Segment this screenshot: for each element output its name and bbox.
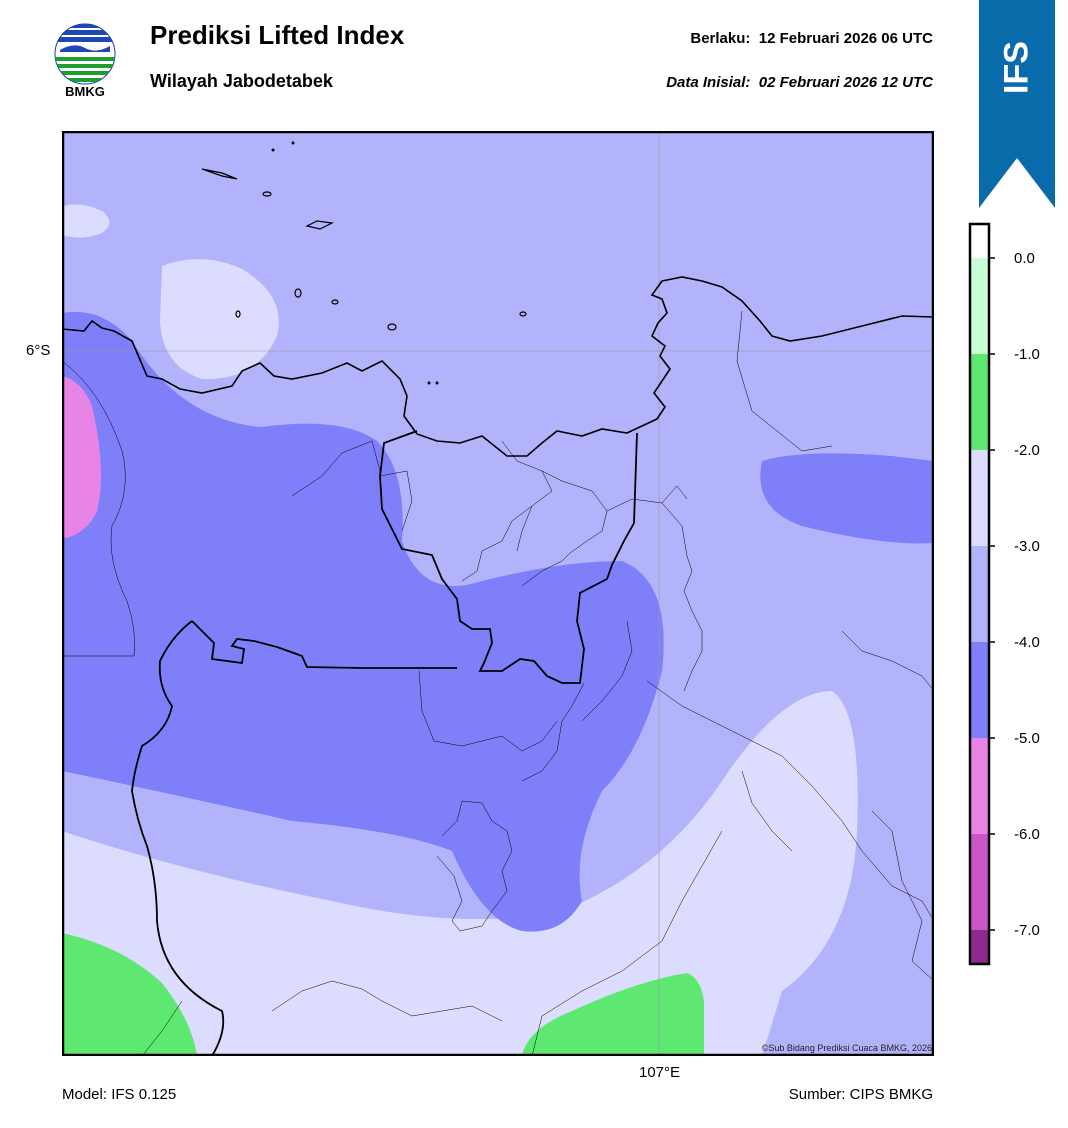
colorbar-tick-label: -5.0 (1014, 730, 1040, 747)
logo-text: BMKG (65, 84, 105, 99)
field-band-4-5 (62, 311, 664, 932)
coastline (62, 276, 934, 457)
province-boundary (379, 430, 638, 684)
colorbar-ticks: 0.0 -1.0 -2.0 -3.0 -4.0 -5.0 -6.0 -7.0 (989, 250, 1040, 939)
latitude-label: 6°S (26, 342, 51, 359)
colorbar-tick-label: -7.0 (1014, 922, 1040, 939)
island (271, 148, 275, 152)
colorbar-band (970, 546, 989, 642)
colorbar-band (970, 642, 989, 738)
field-band-2-3 (62, 204, 110, 238)
field-band-1-2 (522, 973, 704, 1056)
island (262, 191, 272, 197)
colorbar-tick-label: 0.0 (1014, 250, 1035, 267)
island (331, 299, 339, 305)
island (294, 288, 302, 298)
colorbar-tick-label: -1.0 (1014, 346, 1040, 363)
colorbar-band (970, 738, 989, 834)
init-label: Data Inisial: (666, 74, 751, 91)
colorbar-band (970, 354, 989, 450)
colorbar-tick-label: -3.0 (1014, 538, 1040, 555)
field-band-1-2 (62, 933, 197, 1056)
island (519, 311, 527, 317)
island (201, 168, 238, 180)
lifted-index-map (62, 131, 934, 1056)
init-time: Data Inisial: 02 Februari 2026 12 UTC (666, 74, 933, 91)
bmkg-logo (54, 23, 116, 85)
valid-value: 12 Februari 2026 06 UTC (758, 30, 933, 47)
colorbar-tick-label: -4.0 (1014, 634, 1040, 651)
colorbar: 0.0 -1.0 -2.0 -3.0 -4.0 -5.0 -6.0 -7.0 (968, 222, 1040, 966)
colorbar-band (970, 834, 989, 930)
model-label: Model: IFS 0.125 (62, 1086, 177, 1103)
longitude-label: 107°E (639, 1064, 681, 1081)
ribbon-label: IFS (997, 41, 1036, 95)
island (305, 220, 335, 230)
province-boundary (131, 620, 225, 1056)
valid-time: Berlaku: 12 Februari 2026 06 UTC (690, 30, 933, 47)
colorbar-band (970, 450, 989, 546)
colorbar-frame (968, 222, 991, 966)
colorbar-tick-label: -2.0 (1014, 442, 1040, 459)
valid-label: Berlaku: (690, 30, 751, 47)
island (427, 381, 431, 385)
copyright-text: ©Sub Bidang Prediksi Cuaca BMKG, 2026 (761, 1043, 932, 1053)
region-subtitle: Wilayah Jabodetabek (150, 71, 333, 91)
field-band-2-3 (160, 259, 279, 380)
colorbar-band (970, 258, 989, 354)
model-ribbon (979, 0, 1055, 208)
colorbar-band (970, 930, 989, 964)
field-band-4-5 (760, 453, 934, 544)
map-frame (62, 131, 934, 1056)
field-band-5-6 (62, 376, 101, 539)
island (435, 381, 439, 385)
island (387, 323, 397, 331)
regency-boundaries (62, 310, 934, 1056)
source-label: Sumber: CIPS BMKG (788, 1086, 933, 1103)
init-value: 02 Februari 2026 12 UTC (758, 74, 933, 91)
island (291, 141, 295, 145)
colorbar-tick-label: -6.0 (1014, 826, 1040, 843)
colorbar-bands (970, 224, 989, 964)
page-title: Prediksi Lifted Index (150, 20, 405, 50)
island (235, 310, 241, 318)
colorbar-band (970, 224, 989, 258)
province-boundary (191, 620, 457, 669)
